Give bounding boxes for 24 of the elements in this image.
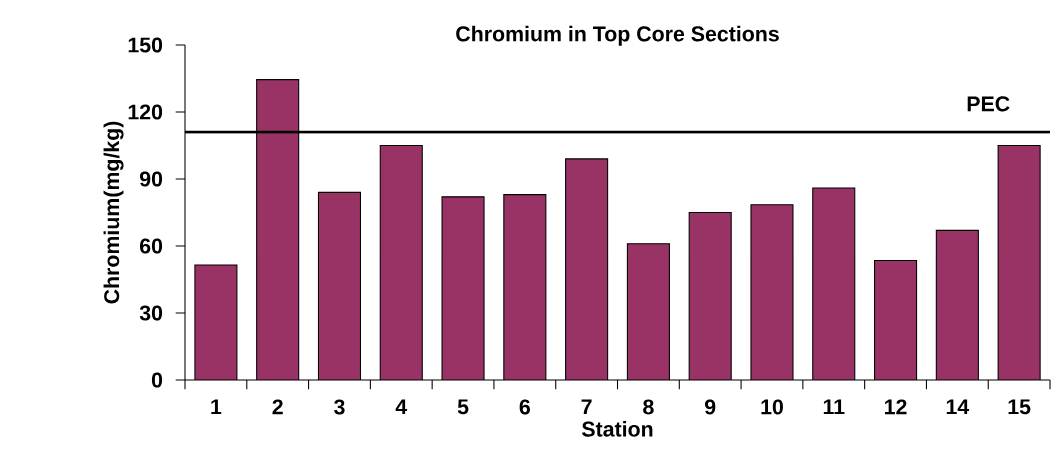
x-tick-label: 11 — [823, 399, 845, 415]
x-tick-label: 12 — [885, 399, 907, 415]
y-tick-label: 150 — [128, 37, 163, 53]
x-tick-label: 3 — [334, 399, 345, 415]
ref-line-label: PEC — [967, 96, 1010, 112]
x-axis-title: Station — [581, 421, 653, 437]
y-axis-title: Chromium(mg/kg) — [103, 121, 124, 304]
x-tick-label: 9 — [704, 399, 716, 415]
y-tick-label: 30 — [139, 305, 163, 321]
x-tick-label: 7 — [581, 399, 592, 415]
x-tick-label: 4 — [395, 399, 408, 415]
x-tick-label: 10 — [761, 399, 783, 415]
x-tick-label: 5 — [457, 399, 469, 415]
x-tick-label: 8 — [643, 399, 654, 415]
x-tick-label: 14 — [946, 399, 970, 415]
x-tick-label: 2 — [272, 399, 283, 415]
y-tick-label: 0 — [151, 372, 163, 388]
chart-title: Chromium in Top Core Sections — [456, 25, 779, 46]
y-tick-label: 60 — [140, 238, 163, 254]
x-tick-label: 6 — [519, 399, 530, 415]
x-tick-label: 15 — [1008, 399, 1031, 415]
y-tick-label: 120 — [128, 104, 163, 120]
y-tick-label: 90 — [139, 171, 163, 187]
x-tick-label: 1 — [211, 399, 222, 415]
